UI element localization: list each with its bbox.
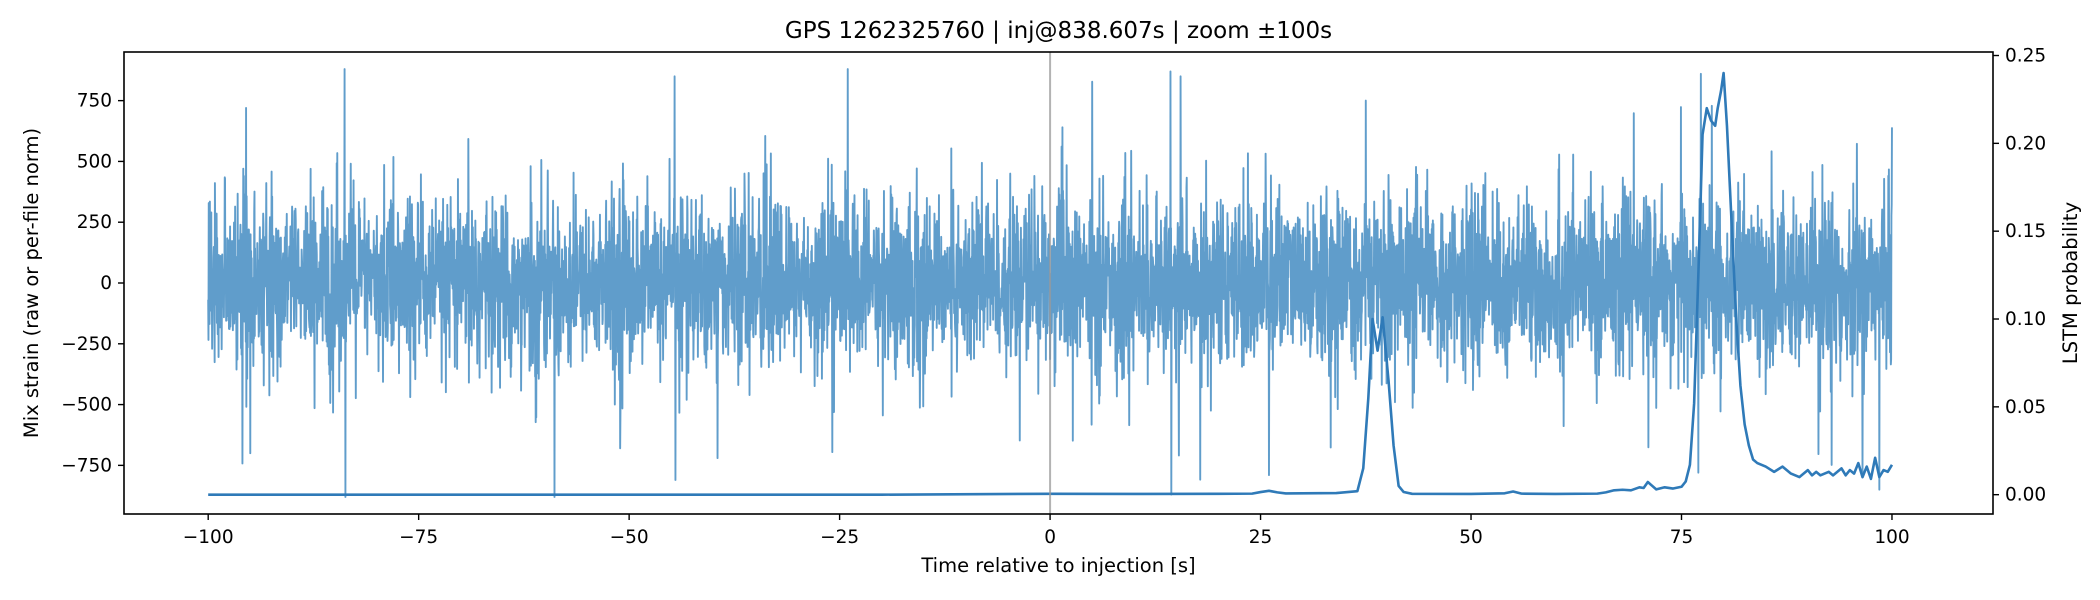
y-left-tick-label: 0 xyxy=(100,273,112,294)
y-right-tick-label: 0.25 xyxy=(2005,46,2046,67)
y-left-tick-label: 750 xyxy=(77,91,112,112)
x-tick-label: −75 xyxy=(399,527,438,548)
y-right-tick-label: 0.05 xyxy=(2005,397,2046,418)
y-right-tick-label: 0.00 xyxy=(2005,485,2046,506)
y-left-axis-label: Mix strain (raw or per-file norm) xyxy=(20,128,43,438)
y-right-tick-label: 0.15 xyxy=(2005,221,2046,242)
x-tick-label: −100 xyxy=(183,527,234,548)
y-left-tick-label: 250 xyxy=(77,212,112,233)
x-tick-label: 100 xyxy=(1874,527,1909,548)
x-tick-label: 75 xyxy=(1670,527,1694,548)
y-right-tick-label: 0.10 xyxy=(2005,309,2046,330)
y-left-tick-label: −250 xyxy=(61,334,112,355)
y-right-tick-label: 0.20 xyxy=(2005,133,2046,154)
x-axis-label: Time relative to injection [s] xyxy=(920,554,1195,577)
x-tick-label: −50 xyxy=(610,527,649,548)
y-right-axis-label: LSTM probability xyxy=(2059,202,2082,364)
y-left-tick-label: 500 xyxy=(77,151,112,172)
x-tick-label: 25 xyxy=(1249,527,1273,548)
y-left-tick-label: −750 xyxy=(61,455,112,476)
x-tick-label: 0 xyxy=(1044,527,1056,548)
ticks: −100 −75 −50 −25 0 25 50 75 100−750−500−25002505… xyxy=(61,46,2046,548)
x-tick-label: −25 xyxy=(820,527,859,548)
probability-line xyxy=(208,71,1894,496)
chart-title: GPS 1262325760 | inj@838.607s | zoom ±10… xyxy=(785,18,1332,44)
x-tick-label: 50 xyxy=(1459,527,1483,548)
y-left-tick-label: −500 xyxy=(61,395,112,416)
probability-series xyxy=(208,71,1894,496)
